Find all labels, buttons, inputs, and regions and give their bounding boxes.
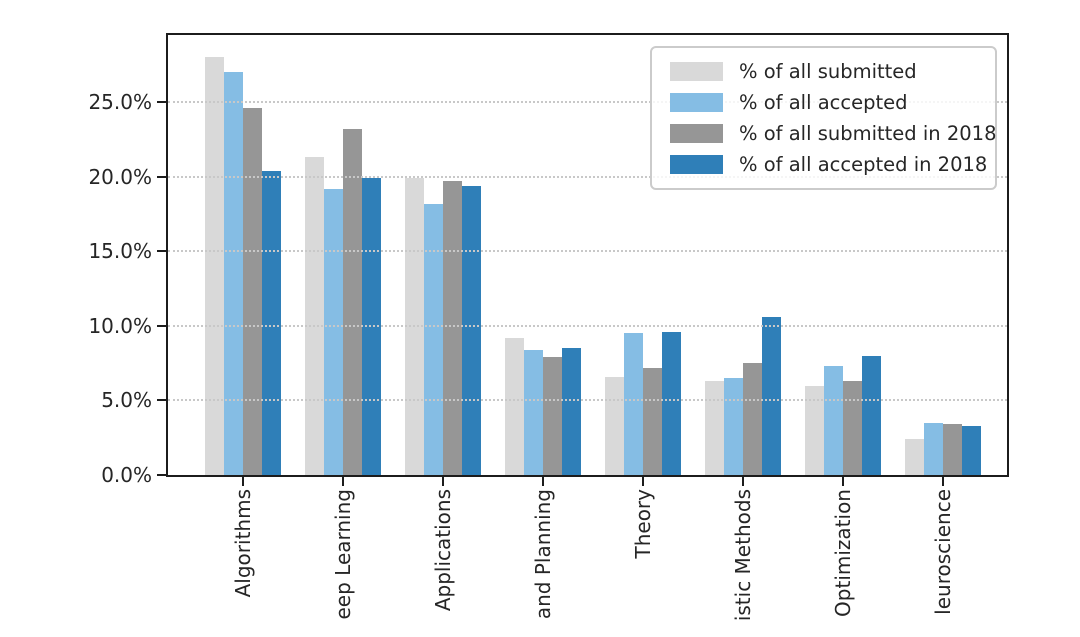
bar-series1-cat0 <box>224 72 243 475</box>
gridline-5 <box>168 399 1007 402</box>
y-tick-mark <box>157 474 166 476</box>
legend-swatch-icon <box>670 62 723 81</box>
bar-series3-cat3 <box>562 348 581 475</box>
legend-swatch-icon <box>670 124 723 143</box>
x-tick-label: Algorithms <box>231 489 255 598</box>
x-tick-label-wrap: Applications <box>429 489 457 611</box>
x-tick-label: istic Methods <box>731 489 755 622</box>
x-tick-label-wrap: and Planning <box>529 489 557 619</box>
bar-series3-cat4 <box>662 332 681 475</box>
bar-series2-cat1 <box>343 129 362 475</box>
bar-series1-cat4 <box>624 333 643 475</box>
bar-group-6 <box>805 356 881 475</box>
x-tick-mark <box>342 477 344 486</box>
bar-series1-cat5 <box>724 378 743 475</box>
bar-group-0 <box>205 57 281 475</box>
bar-series2-cat7 <box>943 424 962 475</box>
bar-series1-cat6 <box>824 366 843 475</box>
y-tick-mark <box>157 175 166 178</box>
legend-swatch-icon <box>670 155 723 174</box>
bar-series0-cat6 <box>805 386 824 475</box>
bar-group-5 <box>705 317 781 475</box>
legend-swatch-icon <box>670 93 723 112</box>
bar-group-3 <box>505 338 581 475</box>
bar-series2-cat3 <box>543 357 562 475</box>
bar-series3-cat0 <box>262 171 281 475</box>
y-tick-mark <box>157 324 166 327</box>
y-tick-label: 10.0% <box>88 313 152 338</box>
legend-item-1: % of all accepted <box>662 87 983 118</box>
legend-item-2: % of all submitted in 2018 <box>662 118 996 149</box>
bar-series0-cat0 <box>205 57 224 475</box>
y-tick-label: 15.0% <box>88 239 152 264</box>
gridline-10 <box>168 324 1007 327</box>
x-tick-label: leuroscience <box>931 489 955 615</box>
bar-series0-cat3 <box>505 338 524 475</box>
bar-series2-cat5 <box>743 363 762 475</box>
legend-label: % of all submitted <box>739 60 917 83</box>
legend-item-0: % of all submitted <box>662 56 983 87</box>
x-tick-label-wrap: leuroscience <box>929 489 957 615</box>
bar-series3-cat5 <box>762 317 781 475</box>
bar-series0-cat4 <box>605 377 624 475</box>
x-tick-label: Optimization <box>831 489 855 617</box>
gridline-20 <box>168 175 1007 178</box>
x-tick-mark <box>542 477 544 486</box>
y-tick-mark <box>157 399 166 402</box>
bar-series1-cat7 <box>924 423 943 475</box>
bar-series2-cat4 <box>643 368 662 475</box>
x-tick-label-wrap: eep Learning <box>329 489 357 620</box>
bar-series0-cat1 <box>305 157 324 475</box>
x-tick-mark <box>742 477 744 486</box>
bar-series3-cat6 <box>862 356 881 475</box>
x-tick-label: Theory <box>631 489 655 559</box>
bar-series3-cat7 <box>962 426 981 475</box>
x-tick-label: and Planning <box>531 489 555 620</box>
legend-label: % of all accepted in 2018 <box>739 153 988 176</box>
y-tick-mark <box>157 250 166 253</box>
bar-series1-cat3 <box>524 350 543 475</box>
x-tick-mark <box>642 477 644 486</box>
bar-series2-cat6 <box>843 381 862 475</box>
x-tick-mark <box>442 477 444 486</box>
x-tick-label-wrap: Algorithms <box>229 489 257 597</box>
legend-label: % of all accepted <box>739 91 908 114</box>
legend-item-3: % of all accepted in 2018 <box>662 149 987 180</box>
bar-series2-cat0 <box>243 108 262 475</box>
bar-group-4 <box>605 332 681 475</box>
bar-series2-cat2 <box>443 181 462 475</box>
bar-group-1 <box>305 129 381 475</box>
x-tick-label-wrap: Theory <box>629 489 657 559</box>
gridline-25 <box>168 101 1007 104</box>
bar-group-7 <box>905 423 981 475</box>
x-tick-mark <box>842 477 844 486</box>
bar-series1-cat2 <box>424 204 443 475</box>
legend-label: % of all submitted in 2018 <box>739 122 997 145</box>
y-tick-label: 25.0% <box>88 90 152 115</box>
x-tick-mark <box>942 477 944 486</box>
bar-series0-cat5 <box>705 381 724 475</box>
y-tick-label: 0.0% <box>101 463 152 487</box>
x-tick-label: eep Learning <box>331 489 355 620</box>
bar-series0-cat7 <box>905 439 924 475</box>
y-tick-label: 5.0% <box>101 388 152 413</box>
x-tick-label-wrap: Optimization <box>829 489 857 617</box>
x-tick-mark <box>242 477 244 486</box>
x-tick-label-wrap: istic Methods <box>729 489 757 621</box>
y-tick-mark <box>157 101 166 104</box>
gridline-15 <box>168 250 1007 253</box>
bar-series1-cat1 <box>324 189 343 475</box>
legend: % of all submitted % of all accepted % of … <box>650 46 997 190</box>
y-tick-label: 20.0% <box>88 164 152 189</box>
x-tick-label: Applications <box>431 489 455 612</box>
bar-series3-cat2 <box>462 186 481 475</box>
